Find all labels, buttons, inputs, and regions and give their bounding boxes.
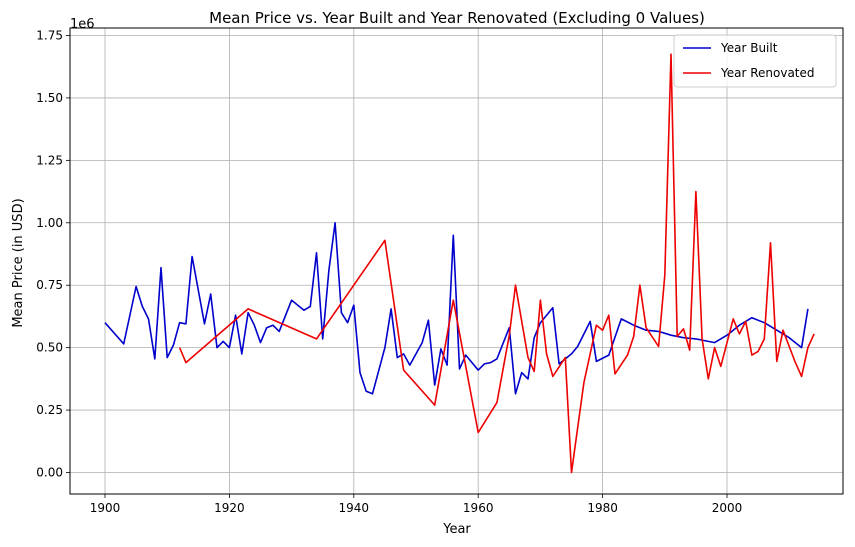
y-axis-ticks: 0.00 0.25 0.50 0.75 1.00 1.25 1.50 1.75 <box>36 29 70 480</box>
y-tick-label: 1.75 <box>36 29 63 43</box>
legend: Year Built Year Renovated <box>673 34 837 88</box>
chart-title: Mean Price vs. Year Built and Year Renov… <box>209 9 705 27</box>
y-tick-label: 0.00 <box>36 466 63 480</box>
x-axis-ticks: 1900 1920 1940 1960 1980 2000 <box>90 494 743 515</box>
legend-label: Year Built <box>720 41 778 55</box>
x-tick-label: 1980 <box>587 501 618 515</box>
x-tick-label: 1920 <box>214 501 245 515</box>
x-tick-label: 1940 <box>339 501 370 515</box>
series-lines <box>104 53 815 474</box>
y-tick-label: 1.50 <box>36 91 63 105</box>
legend-label: Year Renovated <box>720 66 815 80</box>
y-offset-label: 1e6 <box>70 17 95 32</box>
y-tick-label: 0.50 <box>36 341 63 355</box>
grid-lines <box>70 28 843 494</box>
series-line-year-built <box>104 222 809 395</box>
y-tick-label: 1.25 <box>36 153 63 167</box>
series-line-year-renovated <box>178 53 815 474</box>
y-tick-label: 1.00 <box>36 216 63 230</box>
x-tick-label: 2000 <box>712 501 743 515</box>
y-tick-label: 0.75 <box>36 278 63 292</box>
legend-box <box>673 34 837 88</box>
y-tick-label: 0.25 <box>36 403 63 417</box>
x-tick-label: 1960 <box>463 501 494 515</box>
y-axis-label: Mean Price (in USD) <box>11 198 26 327</box>
x-tick-label: 1900 <box>90 501 121 515</box>
plot-frame <box>69 27 844 495</box>
x-axis-label: Year <box>442 522 471 537</box>
